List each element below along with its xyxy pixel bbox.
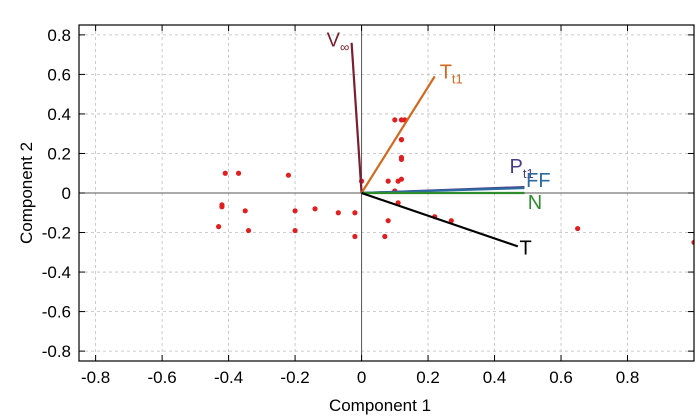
vector-t [361, 191, 519, 248]
x-tick-label: -0.4 [214, 368, 243, 387]
x-tick-label: 0.4 [483, 368, 507, 387]
vector-label-v: V∞ [327, 30, 350, 55]
vector-label-t: Tt1 [440, 61, 463, 86]
data-point [385, 218, 391, 224]
vector-label-t: T [519, 237, 531, 259]
data-point [222, 170, 228, 176]
vector-label-n: N [528, 192, 542, 214]
data-point [292, 227, 298, 234]
data-point [235, 170, 242, 176]
y-tick-label: 0.4 [47, 105, 71, 124]
vector-t-t1 [360, 75, 436, 194]
data-point [575, 225, 581, 232]
loading-vectors [350, 42, 525, 248]
data-point [398, 154, 405, 161]
y-tick-label: 0.6 [47, 65, 71, 84]
y-axis-title: Component 2 [17, 142, 36, 244]
x-tick-label: 0 [357, 368, 366, 387]
data-point [242, 208, 248, 214]
y-tick-label: -0.2 [42, 224, 71, 243]
data-point [292, 208, 298, 214]
vector-label-ff: FF [526, 170, 550, 192]
x-tick-label: 0.8 [616, 368, 640, 387]
data-point [691, 239, 694, 246]
y-tick-label: 0.2 [47, 144, 71, 163]
data-point [392, 117, 398, 123]
y-tick-labels: 0.8 0.6 0.4 0.2 0 -0.2 -0.4 -0.6 -0.8 [42, 26, 71, 361]
y-tick-label: 0 [62, 184, 71, 203]
data-point [352, 210, 358, 216]
data-point [219, 202, 225, 208]
data-point [335, 210, 341, 216]
x-tick-label: -0.8 [81, 368, 110, 387]
x-tick-label: -0.6 [147, 368, 176, 387]
y-tick-label: -0.6 [42, 303, 71, 322]
x-tick-label: -0.2 [280, 368, 309, 387]
vector-v-∞ [350, 42, 363, 194]
data-point [245, 227, 252, 234]
x-tick-label: 0.6 [549, 368, 573, 387]
data-point [312, 206, 318, 212]
data-point [398, 137, 405, 143]
data-points [216, 117, 694, 246]
data-point [382, 233, 388, 240]
y-tick-label: 0.8 [47, 26, 71, 45]
data-point [385, 178, 391, 184]
x-tick-label: 0.2 [416, 368, 440, 387]
x-axis-title: Component 1 [329, 396, 431, 415]
data-point [216, 224, 222, 230]
x-tick-labels: -0.8 -0.6 -0.4 -0.2 0 0.2 0.4 0.6 0.8 [81, 368, 639, 387]
y-tick-label: -0.4 [42, 263, 71, 282]
data-point [285, 172, 292, 178]
vector-label-p: Pt1 [510, 156, 534, 181]
y-tick-label: -0.8 [42, 342, 71, 361]
data-point [395, 178, 401, 184]
data-point [448, 218, 454, 224]
axis-ticks [79, 25, 694, 361]
data-point [352, 233, 358, 240]
